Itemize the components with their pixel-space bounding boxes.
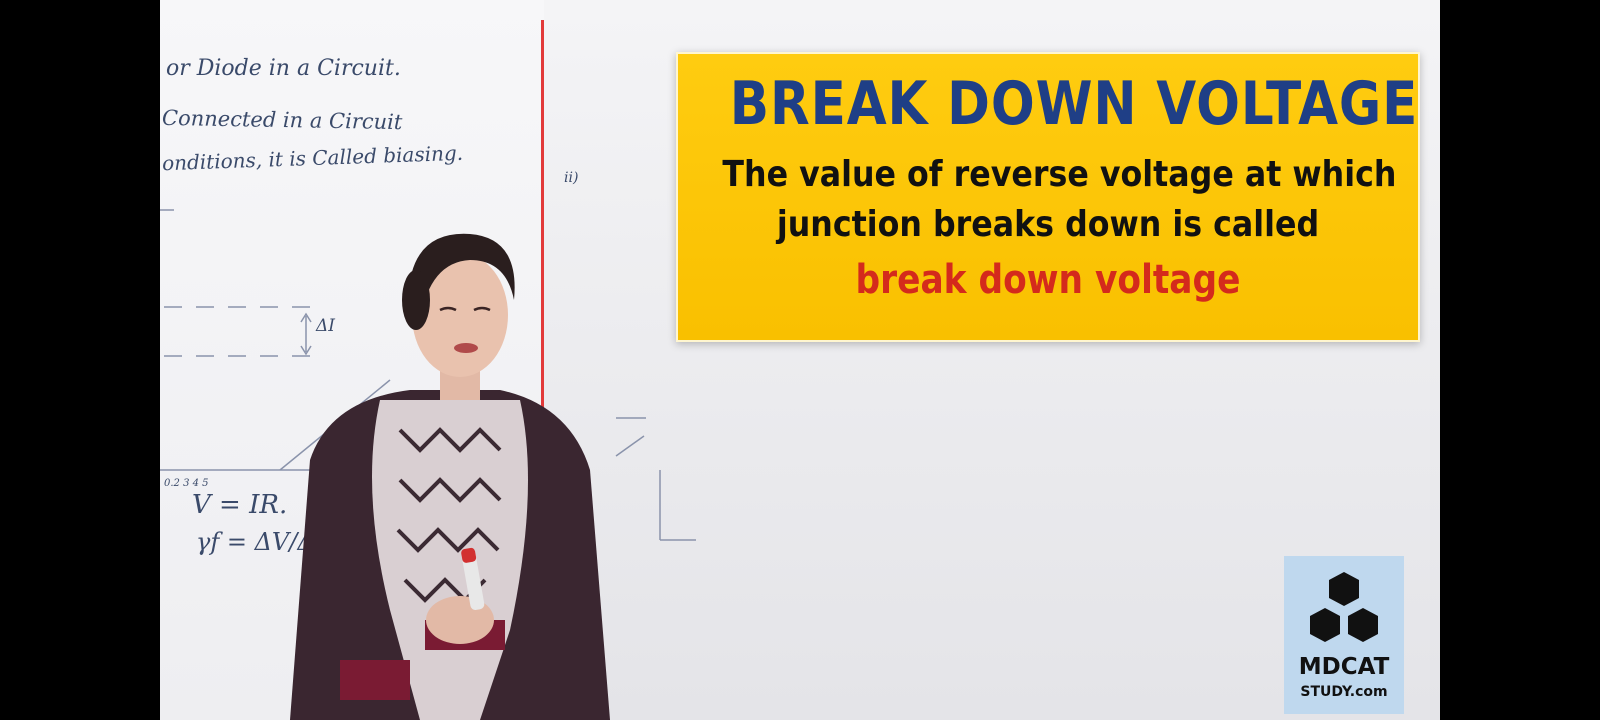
board-axis-ticks: 0.2 3 4 5	[164, 478, 209, 489]
board-note-mark: ii)	[564, 170, 579, 186]
hexagon-logo-icon	[1310, 572, 1378, 642]
slide-definition-line: The value of reverse voltage at which	[722, 154, 1397, 195]
mdcat-study-logo: MDCAT STUDY.com	[1284, 556, 1404, 714]
board-formula: γf = ΔV/Δ	[196, 528, 315, 556]
slide-definition-line: junction breaks down is called	[776, 204, 1320, 245]
slide-definition-card: BREAK DOWN VOLTAGE The value of reverse …	[676, 52, 1420, 342]
board-note-line: or Diode in a Circuit.	[166, 56, 401, 81]
logo-text-primary: MDCAT	[1298, 654, 1390, 680]
slide-title: BREAK DOWN VOLTAGE	[729, 69, 1419, 139]
slide-highlight-term: break down voltage	[855, 257, 1241, 303]
video-frame: or Diode in a Circuit. Connected in a Ci…	[160, 0, 1440, 720]
board-note-mark: ΔI	[316, 316, 335, 336]
logo-text-secondary: STUDY.com	[1300, 684, 1388, 700]
board-formula: V = IR.	[192, 490, 288, 520]
whiteboard-margin-line	[541, 20, 544, 430]
presenter-figure	[290, 233, 610, 720]
